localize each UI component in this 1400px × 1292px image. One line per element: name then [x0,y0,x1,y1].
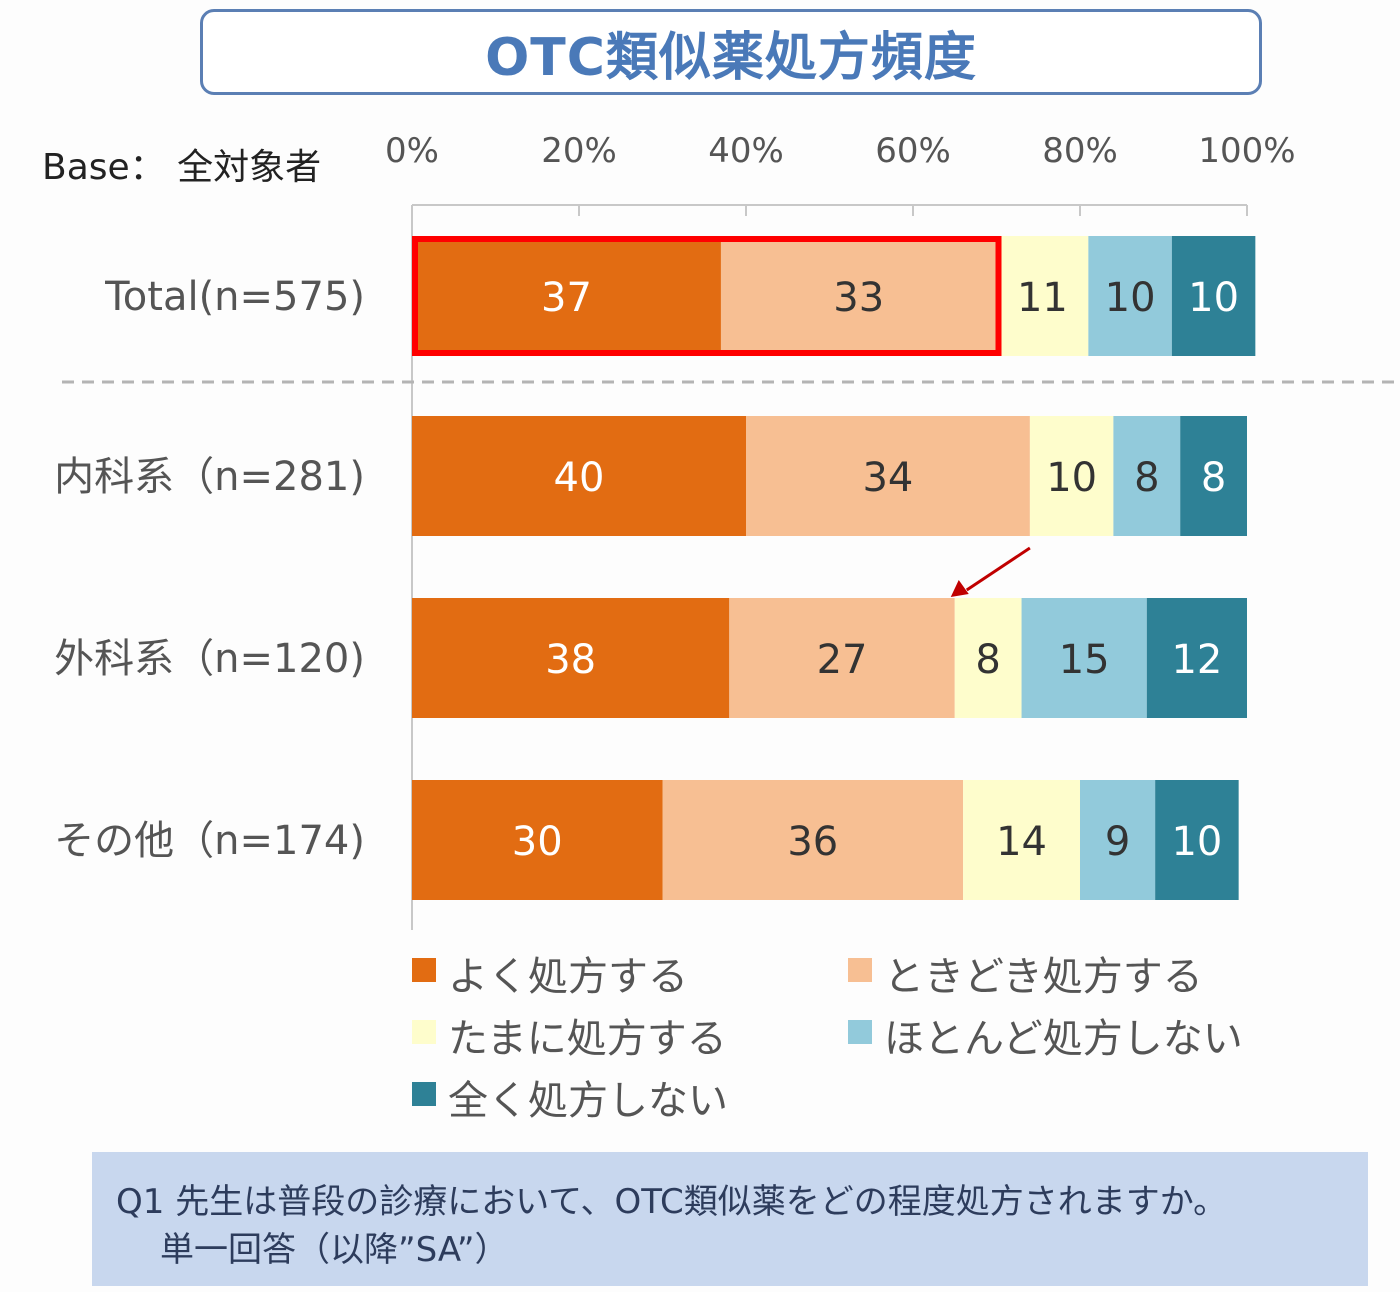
answer-type-text: 単一回答（以降”SA”） [160,1230,509,1270]
legend-swatch [848,958,872,982]
data-label: 30 [512,819,563,865]
question-text: Q1 先生は普段の診療において、OTC類似薬をどの程度処方されますか。 [116,1182,1228,1222]
bar-segment [412,598,730,718]
data-label: 15 [1059,637,1110,683]
bar-segment [662,780,964,900]
data-label: 37 [541,275,592,321]
legend-label: たまに処方する [448,1016,727,1062]
data-label: 11 [1017,275,1068,321]
category-label: 内科系（n=281) [54,454,365,500]
chart-title: OTC類似薬処方頻度 [485,27,977,88]
bar-segment [1146,598,1247,718]
data-label: 33 [833,275,884,321]
bar-segment [1113,416,1181,536]
bar-segment [729,598,955,718]
data-label: 8 [1134,455,1159,501]
data-label: 34 [862,455,913,501]
annotation-arrow-head [950,580,969,597]
bar-segment [1080,780,1156,900]
bar-segment [1171,236,1256,356]
question-box: Q1 先生は普段の診療において、OTC類似薬をどの程度処方されますか。 単一回答… [92,1152,1368,1286]
legend-label: ほとんど処方しない [884,1016,1243,1062]
data-label: 40 [554,455,605,501]
legend-swatch [412,1082,436,1106]
bar-segment [1021,598,1147,718]
data-label: 10 [1188,275,1239,321]
data-label: 10 [1105,275,1156,321]
bar-segment [996,236,1089,356]
bar-segment [746,416,1030,536]
legend-label: 全く処方しない [448,1078,728,1124]
category-label: Total(n=575) [104,274,365,320]
bar-segment [720,236,997,356]
bar-segment [412,236,721,356]
bar-segment [1180,416,1247,536]
data-label: 10 [1046,455,1097,501]
bar-segment [1029,416,1114,536]
data-label: 12 [1171,637,1222,683]
legend-label: よく処方する [448,954,688,1000]
data-label: 36 [787,819,838,865]
x-tick-label: 20% [541,131,617,171]
legend-label: ときどき処方する [884,954,1203,1000]
highlight-box [412,236,1002,356]
x-tick-label: 80% [1042,131,1118,171]
bar-segment [412,416,746,536]
legend-swatch [848,1020,872,1044]
x-tick-label: 40% [708,131,784,171]
annotation-arrow-line [965,546,1031,592]
data-label: 38 [545,637,596,683]
category-label: 外科系（n=120) [54,636,365,682]
bar-segment [963,780,1080,900]
x-tick-label: 60% [875,131,951,171]
data-label: 8 [975,637,1000,683]
data-label: 27 [817,637,868,683]
bar-segment [1155,780,1239,900]
data-label: 10 [1171,819,1222,865]
x-tick-label: 100% [1198,131,1295,171]
data-label: 14 [996,819,1047,865]
chart-title-box: OTC類似薬処方頻度 [200,9,1262,95]
legend-swatch [412,1020,436,1044]
base-label: Base： 全対象者 [42,147,322,188]
bar-segment [1088,236,1172,356]
bar-segment [412,780,663,900]
legend-swatch [412,958,436,982]
data-label: 9 [1105,819,1130,865]
category-label: その他（n=174) [54,818,365,864]
x-tick-label: 0% [385,131,439,171]
data-label: 8 [1201,455,1226,501]
stacked-bar-chart: 0% 20% 40% 60% 80% 100% Total(n=575) 37 33 11 10 10… [54,131,1400,1124]
bar-segment [954,598,1022,718]
